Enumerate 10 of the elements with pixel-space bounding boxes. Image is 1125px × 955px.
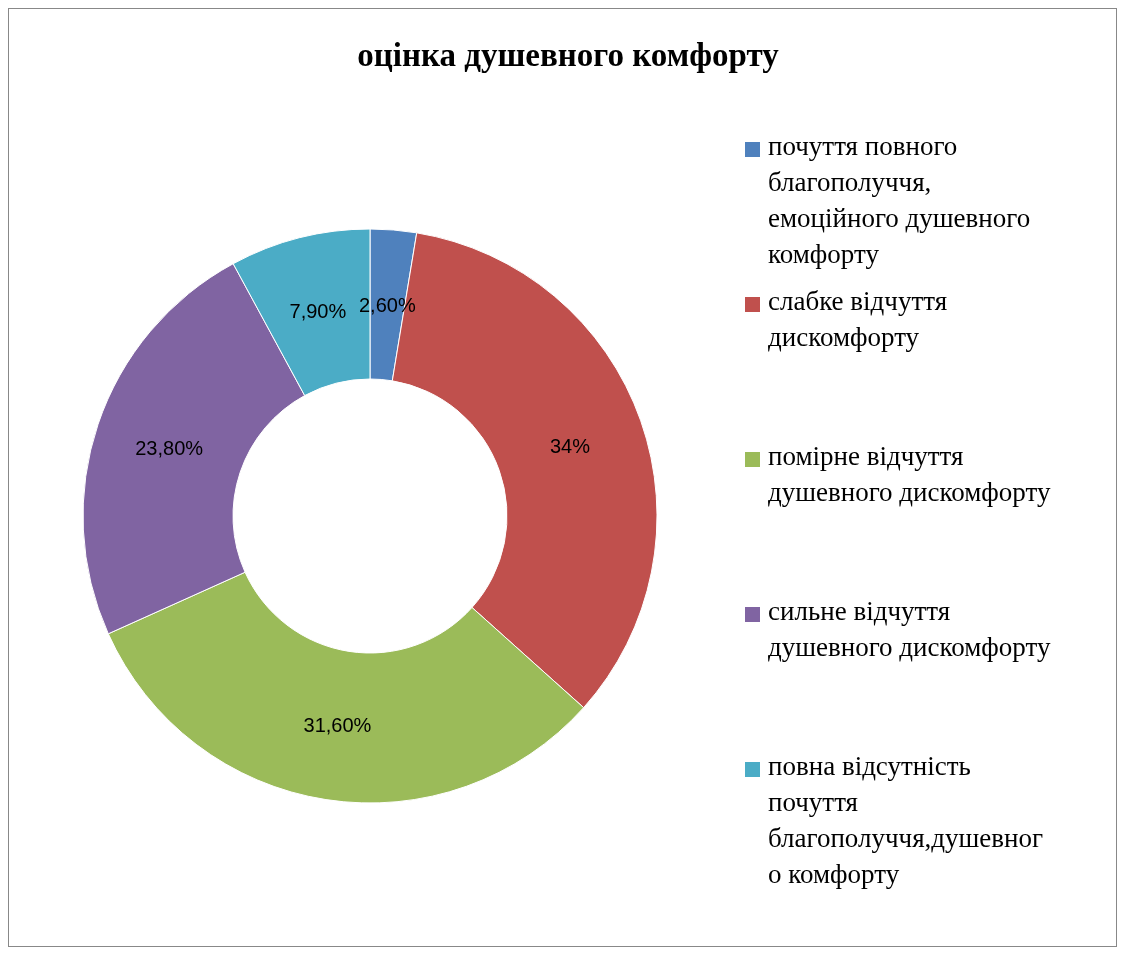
legend-label: сильне відчуття душевного дискомфорту [768,596,1051,662]
chart-title: оцінка душевного комфорту [357,37,780,73]
data-label: 34% [549,434,591,457]
legend-label: помірне відчуття душевного дискомфорту [768,441,1051,507]
data-label: 23,80% [135,437,204,460]
data-label: 31,60% [303,714,372,737]
legend-label: почуття повного благополуччя, емоційного душевного комфорту [768,131,1031,269]
data-label: 7,90% [289,299,347,322]
legend-label: слабке відчуття дискомфорту [768,286,948,352]
legend-label: повна відсутність почуття благополуччя,душевного комфорту [768,751,1044,889]
